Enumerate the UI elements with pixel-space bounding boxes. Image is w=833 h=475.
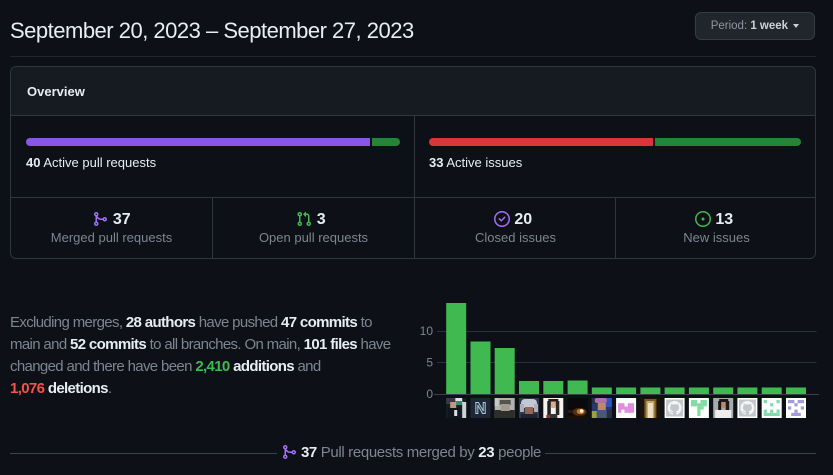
svg-text:N: N xyxy=(475,401,487,418)
svg-text:0: 0 xyxy=(426,387,433,401)
svg-text:10: 10 xyxy=(420,324,433,338)
svg-text:5: 5 xyxy=(426,356,433,370)
